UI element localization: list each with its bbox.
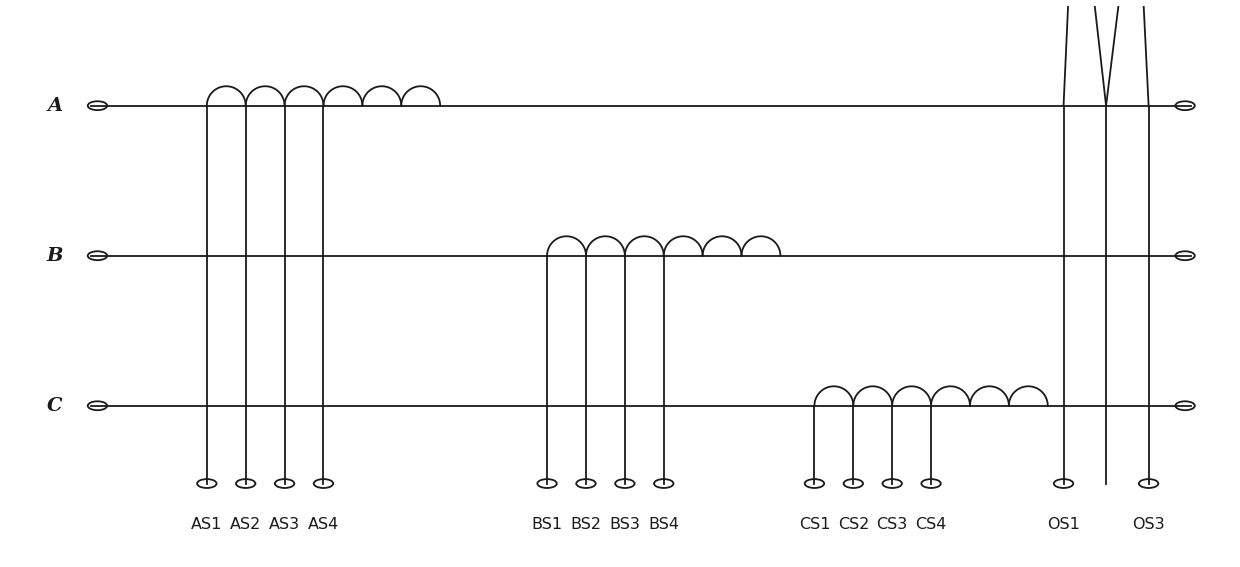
Text: B: B	[47, 247, 63, 265]
Text: OS1: OS1	[1047, 517, 1080, 532]
Text: CS4: CS4	[915, 517, 947, 532]
Text: CS1: CS1	[799, 517, 831, 532]
Text: AS3: AS3	[269, 517, 300, 532]
Text: CS3: CS3	[877, 517, 908, 532]
Text: AS1: AS1	[191, 517, 222, 532]
Text: BS2: BS2	[570, 517, 601, 532]
Text: AS4: AS4	[308, 517, 339, 532]
Text: AS2: AS2	[231, 517, 262, 532]
Text: BS3: BS3	[609, 517, 640, 532]
Text: BS1: BS1	[532, 517, 563, 532]
Text: OS3: OS3	[1132, 517, 1164, 532]
Text: BS4: BS4	[649, 517, 680, 532]
Text: CS2: CS2	[838, 517, 869, 532]
Text: C: C	[47, 397, 63, 414]
Text: A: A	[47, 97, 62, 115]
